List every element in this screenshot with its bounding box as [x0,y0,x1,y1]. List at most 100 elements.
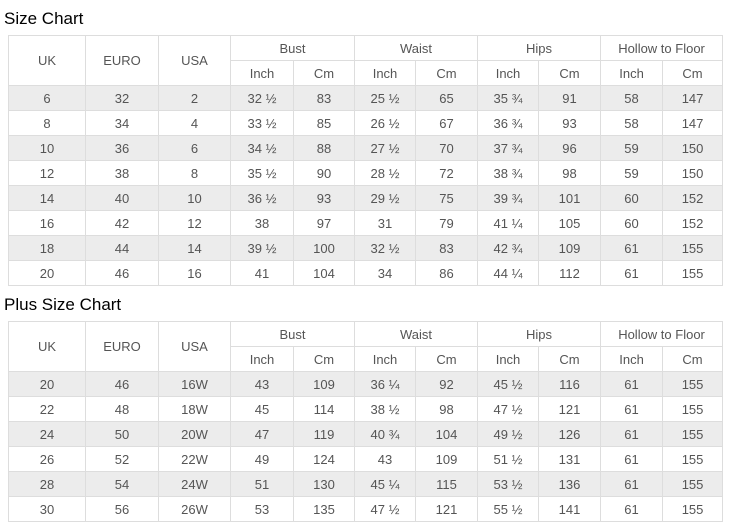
table-cell: 26W [158,496,231,522]
unit-header: Inch [354,346,417,372]
table-cell: 37 ¾ [477,135,540,161]
table-cell: 30 [8,496,86,522]
table-cell: 141 [538,496,602,522]
table-cell: 27 ½ [354,135,417,161]
table-cell: 91 [538,85,602,111]
table-row: 12 38 8 35 ½ 90 28 ½ 72 38 ¾ 98 59 150 [8,160,724,186]
table-cell: 51 [230,471,294,497]
unit-header: Inch [477,346,540,372]
table-cell: 46 [85,371,159,397]
table-cell: 4 [158,110,231,136]
table-cell: 130 [292,471,356,497]
table-cell: 150 [662,160,724,186]
unit-header: Cm [662,60,724,86]
table-cell: 135 [292,496,356,522]
table-cell: 48 [85,396,159,422]
table-cell: 6 [8,85,86,111]
table-row: 22 48 18W 45 114 38 ½ 98 47 ½ 121 61 155 [8,396,724,422]
measurement-group-header: Hollow to Floor [600,35,724,61]
table-cell: 24 [8,421,86,447]
table-cell: 45 [230,396,294,422]
table-cell: 36 ½ [230,185,294,211]
table-cell: 155 [662,371,724,397]
table-cell: 12 [8,160,86,186]
table-cell: 60 [600,185,664,211]
column-header: EURO [85,321,159,372]
table-cell: 38 [85,160,159,186]
table-cell: 22 [8,396,86,422]
table-cell: 20 [8,260,86,286]
table-cell: 8 [158,160,231,186]
size-chart-table: UK EURO USA Bust Waist Hips Hollow to Floor Inc… [8,35,724,286]
unit-header: Cm [415,346,479,372]
measurement-group-header: Hips [477,321,602,347]
table-cell: 22W [158,446,231,472]
column-header: UK [8,35,86,86]
table-cell: 97 [292,210,356,236]
table-cell: 12 [158,210,231,236]
table-cell: 98 [415,396,479,422]
plus-size-chart-table: UK EURO USA Bust Waist Hips Hollow to Floor Inc… [8,321,724,522]
table-cell: 44 ¼ [477,260,540,286]
plus-size-chart-title: Plus Size Chart [4,295,122,314]
table-cell: 16 [158,260,231,286]
unit-header: Inch [477,60,540,86]
table-cell: 43 [230,371,294,397]
table-cell: 31 [354,210,417,236]
table-cell: 60 [600,210,664,236]
table-cell: 49 [230,446,294,472]
table-cell: 147 [662,110,724,136]
table-cell: 55 ½ [477,496,540,522]
table-cell: 109 [292,371,356,397]
table-cell: 46 [85,260,159,286]
table-cell: 26 ½ [354,110,417,136]
table-cell: 152 [662,210,724,236]
table-cell: 105 [538,210,602,236]
table-cell: 42 ¾ [477,235,540,261]
table-cell: 155 [662,396,724,422]
table-cell: 53 ½ [477,471,540,497]
table-row: 16 42 12 38 97 31 79 41 ¼ 105 60 152 [8,210,724,236]
table-cell: 51 ½ [477,446,540,472]
table-cell: 59 [600,135,664,161]
table-cell: 16W [158,371,231,397]
table-cell: 86 [415,260,479,286]
table-cell: 18W [158,396,231,422]
table-cell: 61 [600,421,664,447]
table-cell: 100 [292,235,356,261]
table-cell: 36 [85,135,159,161]
table-cell: 65 [415,85,479,111]
table-cell: 32 ½ [354,235,417,261]
table-cell: 16 [8,210,86,236]
table-cell: 34 ½ [230,135,294,161]
table-cell: 54 [85,471,159,497]
table-cell: 72 [415,160,479,186]
measurement-group-header: Hollow to Floor [600,321,724,347]
table-cell: 90 [292,160,356,186]
table-cell: 50 [85,421,159,447]
table-cell: 155 [662,496,724,522]
table-cell: 25 ½ [354,85,417,111]
unit-header: Cm [538,60,602,86]
table-cell: 115 [415,471,479,497]
table-cell: 38 [230,210,294,236]
table-cell: 45 ½ [477,371,540,397]
table-cell: 18 [8,235,86,261]
table-cell: 20 [8,371,86,397]
column-header: USA [158,35,231,86]
table-cell: 8 [8,110,86,136]
measurement-group-header: Waist [354,321,479,347]
table-row: 14 40 10 36 ½ 93 29 ½ 75 39 ¾ 101 60 152 [8,185,724,211]
table-cell: 131 [538,446,602,472]
measurement-group-header: Bust [229,35,356,61]
table-cell: 152 [662,185,724,211]
table-cell: 52 [85,446,159,472]
measurement-group-header: Waist [354,35,479,61]
table-cell: 10 [158,185,231,211]
unit-header: Inch [354,60,417,86]
table-row: 24 50 20W 47 119 40 ¾ 104 49 ½ 126 61 155 [8,421,724,447]
unit-header: Cm [292,60,356,86]
table-cell: 61 [600,235,664,261]
table-cell: 155 [662,235,724,261]
table-cell: 2 [158,85,231,111]
